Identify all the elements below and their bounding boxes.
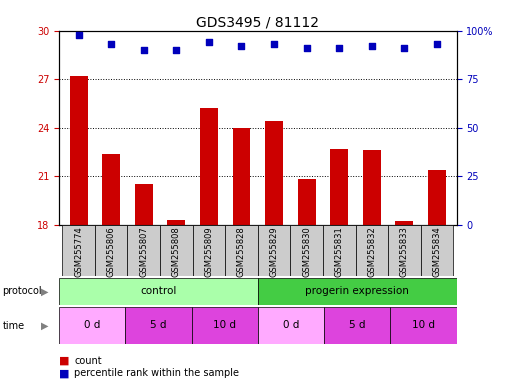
Text: GSM255808: GSM255808 bbox=[172, 226, 181, 277]
Text: percentile rank within the sample: percentile rank within the sample bbox=[74, 368, 240, 378]
Bar bbox=[192, 225, 225, 276]
Text: GSM255833: GSM255833 bbox=[400, 226, 409, 277]
Text: ▶: ▶ bbox=[42, 286, 49, 296]
Bar bbox=[388, 225, 421, 276]
Bar bbox=[127, 225, 160, 276]
Bar bbox=[390, 307, 457, 344]
Bar bbox=[95, 225, 127, 276]
Point bbox=[107, 41, 115, 47]
Bar bbox=[290, 225, 323, 276]
Text: 10 d: 10 d bbox=[412, 320, 435, 331]
Text: GSM255809: GSM255809 bbox=[204, 226, 213, 277]
Bar bbox=[356, 225, 388, 276]
Point bbox=[400, 45, 408, 51]
Bar bbox=[135, 184, 153, 225]
Bar bbox=[59, 307, 125, 344]
Bar bbox=[258, 225, 290, 276]
Point bbox=[74, 31, 83, 38]
Point bbox=[433, 41, 441, 47]
Bar bbox=[258, 307, 324, 344]
Bar bbox=[323, 225, 356, 276]
Bar bbox=[200, 108, 218, 225]
Bar bbox=[421, 225, 453, 276]
Title: GDS3495 / 81112: GDS3495 / 81112 bbox=[196, 16, 319, 30]
Text: ▶: ▶ bbox=[42, 321, 49, 331]
Text: GSM255830: GSM255830 bbox=[302, 226, 311, 277]
Text: 0 d: 0 d bbox=[283, 320, 299, 331]
Text: progerin expression: progerin expression bbox=[305, 286, 409, 296]
Text: GSM255806: GSM255806 bbox=[107, 226, 115, 277]
Text: time: time bbox=[3, 321, 25, 331]
Point bbox=[368, 43, 376, 49]
Text: 5 d: 5 d bbox=[349, 320, 365, 331]
Point bbox=[140, 47, 148, 53]
Bar bbox=[125, 307, 191, 344]
Text: 10 d: 10 d bbox=[213, 320, 236, 331]
Bar bbox=[191, 307, 258, 344]
Text: ■: ■ bbox=[59, 368, 69, 378]
Text: count: count bbox=[74, 356, 102, 366]
Bar bbox=[232, 128, 250, 225]
Bar bbox=[330, 149, 348, 225]
Text: GSM255828: GSM255828 bbox=[237, 226, 246, 277]
Bar bbox=[396, 222, 413, 225]
Bar bbox=[167, 220, 185, 225]
Bar bbox=[59, 278, 258, 305]
Point bbox=[238, 43, 246, 49]
Bar bbox=[62, 225, 95, 276]
Bar bbox=[298, 179, 315, 225]
Text: GSM255807: GSM255807 bbox=[139, 226, 148, 277]
Text: GSM255834: GSM255834 bbox=[432, 226, 442, 277]
Text: ■: ■ bbox=[59, 356, 69, 366]
Bar bbox=[324, 307, 390, 344]
Bar bbox=[428, 170, 446, 225]
Text: 5 d: 5 d bbox=[150, 320, 167, 331]
Bar bbox=[258, 278, 457, 305]
Text: control: control bbox=[140, 286, 176, 296]
Text: protocol: protocol bbox=[3, 286, 42, 296]
Point bbox=[172, 47, 181, 53]
Bar bbox=[265, 121, 283, 225]
Point bbox=[303, 45, 311, 51]
Text: 0 d: 0 d bbox=[84, 320, 101, 331]
Text: GSM255829: GSM255829 bbox=[269, 226, 279, 277]
Text: GSM255832: GSM255832 bbox=[367, 226, 377, 277]
Bar bbox=[102, 154, 120, 225]
Bar bbox=[225, 225, 258, 276]
Point bbox=[270, 41, 278, 47]
Point bbox=[205, 39, 213, 45]
Text: GSM255774: GSM255774 bbox=[74, 226, 83, 277]
Text: GSM255831: GSM255831 bbox=[335, 226, 344, 277]
Point bbox=[335, 45, 343, 51]
Bar bbox=[160, 225, 192, 276]
Bar bbox=[363, 150, 381, 225]
Bar bbox=[70, 76, 88, 225]
